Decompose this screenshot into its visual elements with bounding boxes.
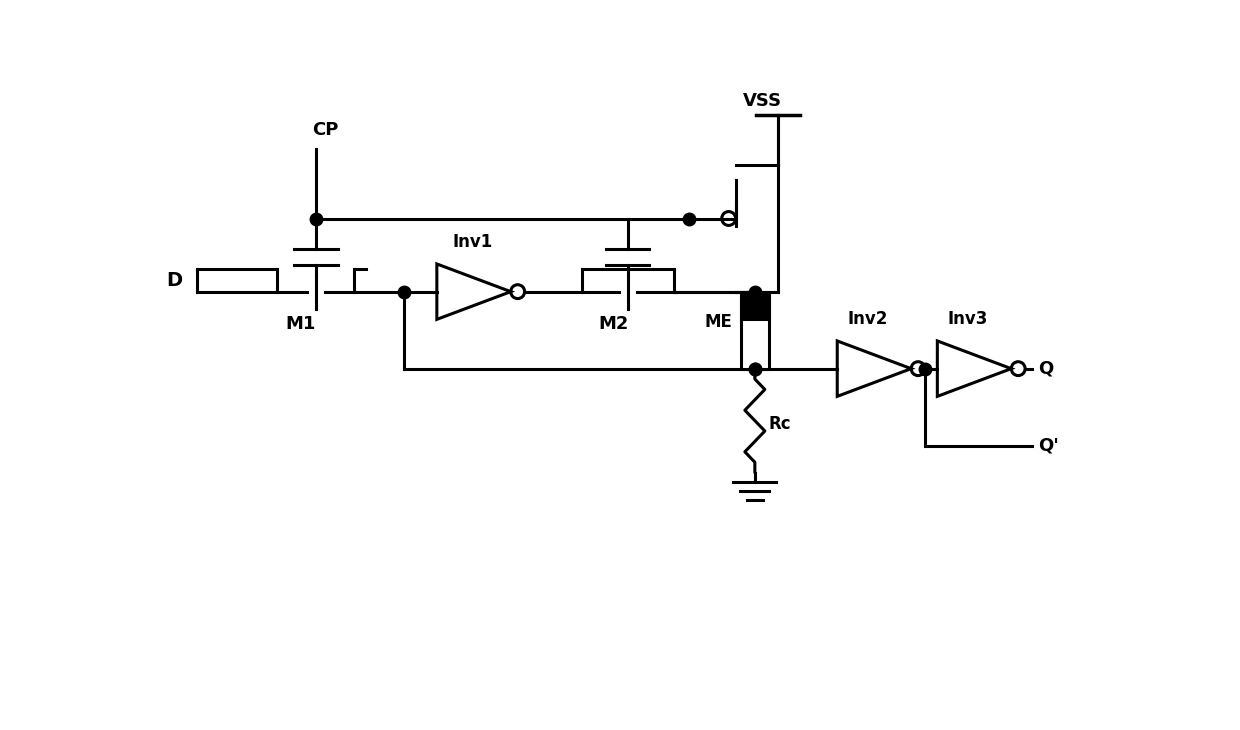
Text: Q: Q (1038, 360, 1054, 377)
Text: M2: M2 (599, 315, 629, 333)
Text: M1: M1 (285, 315, 315, 333)
Text: D: D (166, 271, 182, 290)
Text: Rc: Rc (769, 415, 791, 434)
Text: Q': Q' (1038, 437, 1059, 455)
Bar (742, 292, 769, 318)
Text: VSS: VSS (743, 92, 782, 110)
Text: CP: CP (312, 121, 339, 139)
Bar (742, 292, 769, 369)
Text: Inv1: Inv1 (453, 233, 492, 250)
Text: ME: ME (704, 313, 733, 331)
Text: Inv2: Inv2 (847, 310, 888, 328)
Text: Inv3: Inv3 (947, 310, 988, 328)
